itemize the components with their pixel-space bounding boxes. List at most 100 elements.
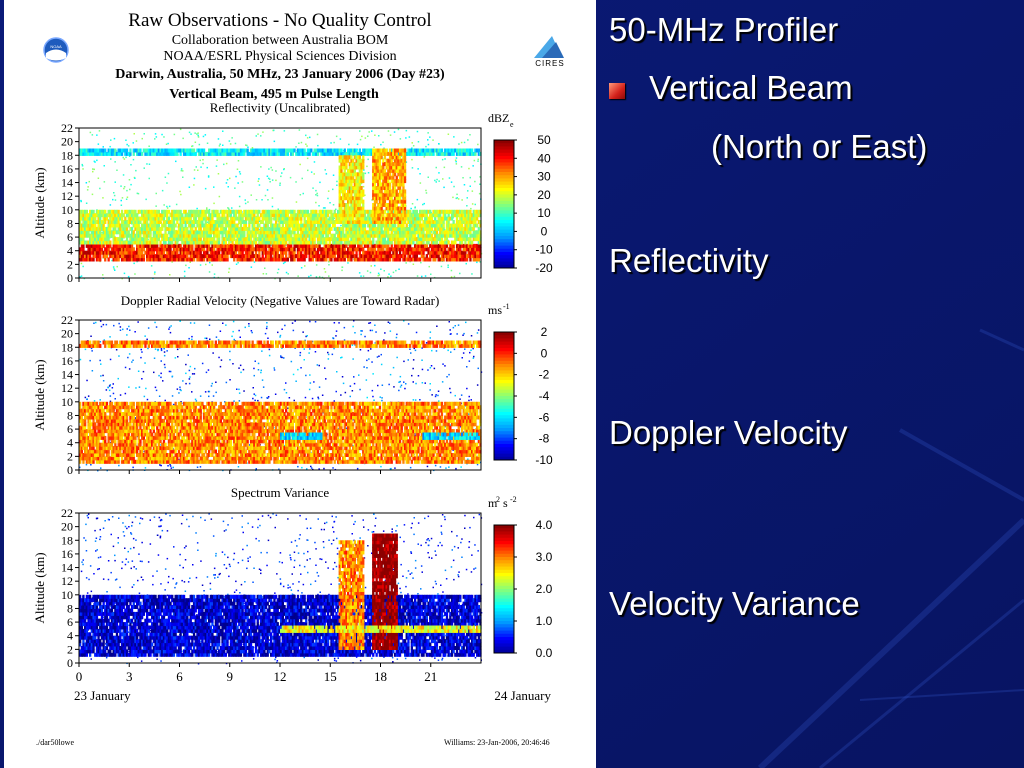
heatmap-cell [104,240,107,245]
heatmap-cell [239,223,243,228]
heatmap-cell [464,247,467,252]
heatmap-cell [84,240,87,245]
heatmap-cell [370,254,373,259]
heatmap-cell [162,220,166,224]
heatmap-cell [209,250,212,255]
heatmap-cell [270,230,273,235]
heatmap-cell [216,257,219,262]
heatmap-cell [298,209,301,214]
heatmap-cell [266,230,269,235]
heatmap-cell [410,250,413,255]
noise-cell [206,207,208,209]
heatmap-cell [238,220,241,224]
heatmap-cell [109,213,112,218]
heatmap-cell [266,237,269,242]
noise-cell [367,158,369,161]
heatmap-cell [293,237,296,242]
heatmap-cell [209,223,212,228]
noise-cell [328,264,330,266]
heatmap-cell [311,220,315,224]
heatmap-cell [147,226,150,231]
noise-cell [126,196,129,198]
noise-cell [341,266,344,268]
heatmap-cell [310,257,313,262]
heatmap-cell [430,254,434,259]
heatmap-cell [288,216,291,221]
heatmap-cell [251,250,254,255]
heatmap-cell [228,233,231,238]
heatmap-cell [342,250,345,255]
noise-cell [461,199,463,201]
noise-cell [478,192,481,195]
heatmap-cell [261,257,264,262]
heatmap-cell [249,233,253,238]
heatmap-cell [187,237,191,242]
noise-cell [281,172,283,174]
heatmap-cell [293,226,296,231]
noise-cell [456,193,458,196]
heatmap-cell [87,223,90,228]
heatmap-cell [239,226,243,231]
heatmap-cell [313,240,316,245]
heatmap-cell [206,247,209,252]
heatmap-cell [107,226,110,231]
heatmap-cell [278,209,281,214]
heatmap-cell [343,243,346,248]
heatmap-cell [194,240,197,245]
noise-cell [371,130,373,132]
heatmap-cell [471,250,474,255]
heatmap-cell [119,216,122,221]
heatmap-cell [179,257,182,262]
noise-cell [133,262,135,265]
heatmap-cell [233,223,236,228]
heatmap-cell [275,240,278,245]
heatmap-cell [301,247,305,252]
heatmap-cell [340,243,343,248]
heatmap-cell [392,254,395,259]
noise-cell [80,275,83,277]
heatmap-cell [296,233,300,238]
heatmap-cell [280,257,283,262]
heatmap-cell [368,250,372,255]
heatmap-cell [281,237,284,242]
heatmap-cell [385,250,388,255]
heatmap-cell [228,247,231,252]
heatmap-cell [130,257,134,262]
heatmap-cell [362,250,365,255]
noise-cell [123,186,126,188]
heatmap-cell [99,216,102,221]
heatmap-cell [331,243,335,248]
heatmap-cell [159,233,162,238]
heatmap-cell [440,257,444,262]
heatmap-cell [231,250,234,255]
heatmap-cell [184,209,187,214]
heatmap-cell [340,250,343,255]
heatmap-cell [283,220,286,224]
heatmap-cell [79,250,82,255]
heatmap-cell [214,226,217,231]
heatmap-cell [283,216,286,221]
heatmap-cell [248,233,251,238]
heatmap-cell [154,237,157,242]
heatmap-cell [202,233,206,238]
heatmap-cell [202,257,206,262]
heatmap-cell [432,247,435,252]
heatmap-cell [102,250,105,255]
heatmap-cell [141,243,144,248]
heatmap-cell [288,237,291,242]
heatmap-cell [89,209,92,214]
heatmap-cell [136,233,139,238]
heatmap-cell [467,250,470,255]
heatmap-cell [414,247,417,252]
heatmap-cell [125,254,129,259]
heatmap-cell [79,240,82,245]
noise-cell [435,181,437,183]
heatmap-cell [134,209,137,214]
heatmap-cell [184,240,187,245]
heatmap-cell [119,213,122,218]
heatmap-cell [187,240,191,245]
heatmap-cell [94,250,97,255]
noise-cell [299,194,302,196]
heatmap-cell [201,240,204,245]
heatmap-cell [298,247,301,252]
